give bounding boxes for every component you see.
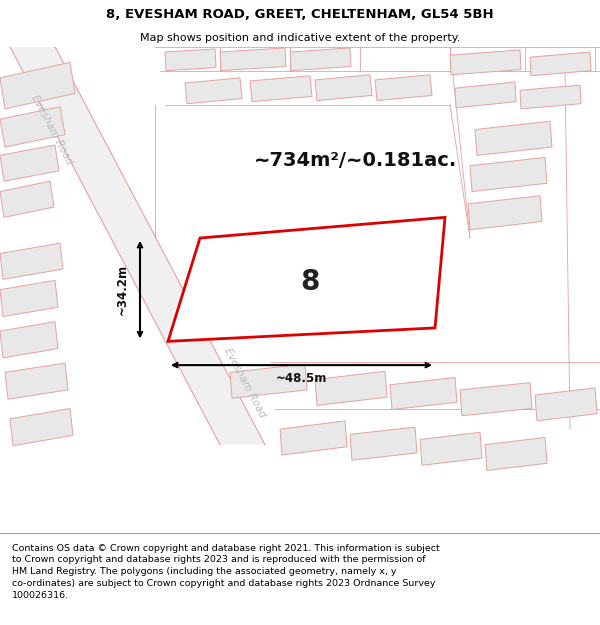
Polygon shape bbox=[460, 382, 532, 416]
Polygon shape bbox=[0, 62, 75, 109]
Text: Map shows position and indicative extent of the property.: Map shows position and indicative extent… bbox=[140, 33, 460, 44]
Polygon shape bbox=[315, 75, 372, 101]
Polygon shape bbox=[290, 48, 351, 71]
Text: ~734m²/~0.181ac.: ~734m²/~0.181ac. bbox=[253, 151, 457, 170]
Polygon shape bbox=[230, 364, 307, 398]
Polygon shape bbox=[375, 75, 432, 101]
Polygon shape bbox=[5, 363, 68, 399]
Text: Evesham Road: Evesham Road bbox=[29, 93, 74, 166]
Polygon shape bbox=[10, 47, 265, 444]
Polygon shape bbox=[470, 158, 547, 191]
Polygon shape bbox=[250, 76, 312, 102]
Text: ~48.5m: ~48.5m bbox=[276, 372, 327, 385]
Text: ~34.2m: ~34.2m bbox=[115, 264, 128, 315]
Polygon shape bbox=[0, 107, 65, 147]
Polygon shape bbox=[280, 421, 347, 455]
Polygon shape bbox=[390, 378, 457, 409]
Polygon shape bbox=[455, 82, 516, 108]
Polygon shape bbox=[468, 196, 542, 230]
Polygon shape bbox=[530, 52, 591, 76]
Text: Evesham Road: Evesham Road bbox=[223, 346, 268, 419]
Polygon shape bbox=[350, 427, 417, 460]
Polygon shape bbox=[535, 388, 597, 421]
Polygon shape bbox=[10, 409, 73, 446]
Polygon shape bbox=[168, 217, 445, 341]
Polygon shape bbox=[0, 181, 54, 218]
Polygon shape bbox=[165, 49, 216, 71]
Polygon shape bbox=[0, 243, 63, 279]
Text: 8, EVESHAM ROAD, GREET, CHELTENHAM, GL54 5BH: 8, EVESHAM ROAD, GREET, CHELTENHAM, GL54… bbox=[106, 8, 494, 21]
Text: Contains OS data © Crown copyright and database right 2021. This information is : Contains OS data © Crown copyright and d… bbox=[12, 544, 440, 600]
Polygon shape bbox=[485, 438, 547, 471]
Polygon shape bbox=[475, 121, 552, 156]
Polygon shape bbox=[0, 281, 58, 316]
Polygon shape bbox=[420, 432, 482, 466]
Polygon shape bbox=[220, 48, 286, 71]
Polygon shape bbox=[0, 322, 58, 358]
Polygon shape bbox=[315, 371, 387, 406]
Text: 8: 8 bbox=[301, 269, 320, 296]
Polygon shape bbox=[450, 50, 521, 75]
Polygon shape bbox=[0, 145, 59, 181]
Polygon shape bbox=[185, 78, 242, 104]
Polygon shape bbox=[520, 85, 581, 109]
